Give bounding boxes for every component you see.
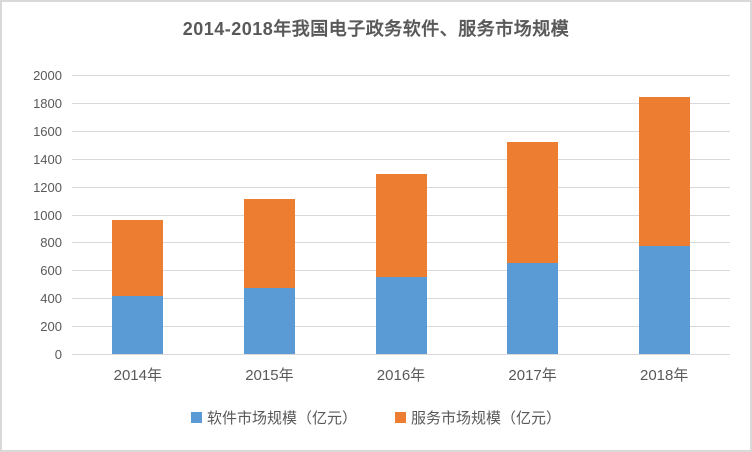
legend-label: 服务市场规模（亿元） [411, 410, 562, 427]
y-tick-label: 1200 [33, 179, 62, 195]
y-tick-label: 1800 [33, 95, 62, 111]
legend-swatch-icon [395, 412, 406, 423]
bar-segment-2016年-series1 [375, 174, 427, 278]
plot-area [72, 75, 730, 355]
legend-item-series1: 服务市场规模（亿元） [395, 407, 561, 428]
bar-segment-2017年-series0 [507, 263, 559, 354]
x-tick-label: 2017年 [508, 367, 557, 384]
y-tick-label: 2000 [33, 68, 62, 83]
chart-title: 2014-2018年我国电子政务软件、服务市场规模 [182, 19, 570, 39]
y-tick-label: 600 [40, 263, 62, 279]
y-tick-label: 400 [40, 291, 62, 307]
y-tick-label: 800 [40, 235, 62, 251]
legend: 软件市场规模（亿元） 服务市场规模（亿元） [2, 407, 750, 428]
x-tick-label: 2018年 [640, 367, 689, 384]
bar-segment-2018年-series1 [638, 96, 690, 246]
x-tick-label: 2015年 [245, 367, 294, 384]
bar-segment-2016年-series0 [375, 277, 427, 354]
y-tick-label: 1600 [33, 123, 62, 139]
gridline-0 [72, 354, 730, 355]
bar-segment-2018年-series0 [638, 245, 690, 354]
bar-segment-2014年-series1 [112, 220, 164, 297]
gridline-1800 [72, 102, 730, 104]
bar-segment-2014年-series0 [112, 296, 164, 354]
legend-swatch-icon [190, 412, 202, 423]
x-tick-label: 2016年 [376, 367, 426, 384]
bar-segment-2015年-series0 [243, 288, 295, 354]
bar-segment-2017年-series1 [507, 141, 559, 264]
bar-segment-2015年-series1 [243, 199, 295, 289]
gridline-1400 [72, 158, 730, 160]
legend-label: 软件市场规模（亿元） [206, 410, 357, 427]
gridline-2000 [72, 75, 730, 76]
gridline-1600 [72, 130, 730, 132]
y-tick-label: 0 [54, 347, 62, 362]
y-tick-label: 200 [40, 319, 62, 335]
legend-item-series0: 软件市场规模（亿元） [190, 407, 357, 428]
y-tick-label: 1400 [33, 151, 62, 167]
x-tick-label: 2014年 [113, 367, 162, 384]
y-tick-label: 1000 [33, 207, 62, 223]
